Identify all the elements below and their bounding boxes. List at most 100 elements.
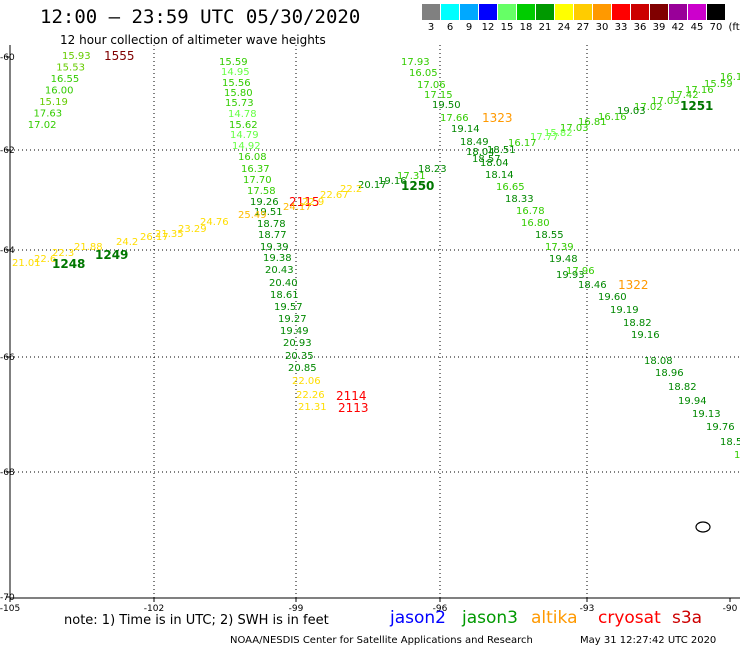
wave-height-value: 14.92: [232, 141, 261, 152]
wave-height-value: 16.1: [720, 72, 740, 83]
wave-height-value: 18.49: [460, 137, 489, 148]
wave-height-value: 17.77: [530, 132, 559, 143]
wave-height-value: 19.16: [378, 176, 407, 187]
track-time-label: 2114: [336, 389, 367, 403]
wave-height-value: 19.50: [432, 100, 461, 111]
wave-height-value: 16.55: [51, 74, 80, 85]
wave-height-value: 18.33: [505, 194, 534, 205]
wave-height-value: 17.16: [685, 85, 714, 96]
lat-label: -64: [0, 246, 15, 256]
scale-label: 15: [500, 22, 514, 33]
wave-height-value: 19.49: [280, 326, 309, 337]
scale-swatch: [669, 4, 687, 20]
wave-height-value: 17.70: [243, 175, 272, 186]
wave-height-value: 17.63: [34, 109, 63, 120]
wave-height-value: 21.35: [155, 229, 184, 240]
lon-label: -90: [723, 604, 738, 614]
wave-height-value: 19.94: [678, 396, 707, 407]
wave-height-value: 16.00: [45, 86, 74, 97]
wave-height-value: 15.62: [229, 120, 258, 131]
scale-label: 6: [446, 22, 454, 33]
scale-label: 42: [671, 22, 685, 33]
wave-height-value: 16.16: [598, 112, 627, 123]
wave-height-value: 17.02: [28, 120, 57, 131]
scale-swatch: [498, 4, 516, 20]
scale-swatch: [422, 4, 440, 20]
wave-height-value: 16.05: [409, 68, 438, 79]
wave-height-value: 18.14: [485, 170, 514, 181]
wave-height-value: 18.46: [578, 280, 607, 291]
wave-height-value: 21.31: [298, 402, 327, 413]
wave-height-value: 15.19: [39, 97, 68, 108]
wave-height-value: 19.16: [631, 330, 660, 341]
scale-label: 21: [538, 22, 552, 33]
wave-height-value: 18.82: [668, 382, 697, 393]
wave-height-value: 19.51: [254, 207, 283, 218]
scale-swatch: [555, 4, 573, 20]
scale-swatch: [479, 4, 497, 20]
wave-height-value: 24.17: [283, 202, 312, 213]
wave-height-value: 18.5: [720, 437, 740, 448]
timestamp: May 31 12:27:42 UTC 2020: [580, 635, 717, 646]
wave-height-value: 17.58: [247, 186, 276, 197]
lat-label: -62: [0, 146, 15, 156]
scale-label: 45: [690, 22, 704, 33]
lat-label: -66: [0, 353, 15, 363]
track-time-label: 2113: [338, 401, 369, 415]
wave-height-value: 18.55: [535, 230, 564, 241]
scale-label: 30: [595, 22, 609, 33]
wave-height-value: 15.59: [219, 57, 248, 68]
scale-label: 33: [614, 22, 628, 33]
scale-label: 39: [652, 22, 666, 33]
wave-height-value: 14.79: [230, 130, 259, 141]
wave-height-value: 17.06: [417, 80, 446, 91]
wave-height-value: 16.17: [508, 138, 537, 149]
wave-height-value: 23.29: [178, 224, 207, 235]
wave-height-value: 19.27: [278, 314, 307, 325]
scale-label: 12: [481, 22, 495, 33]
scale-label: 70: [709, 22, 723, 33]
wave-height-value: 16.37: [241, 164, 270, 175]
wave-height-value: 17.03: [560, 123, 589, 134]
scale-unit: (ft): [728, 22, 740, 33]
wave-height-value: 15.59: [704, 79, 733, 90]
island-outline: [695, 521, 711, 533]
scale-swatch: [707, 4, 725, 20]
scale-swatch: [631, 4, 649, 20]
wave-height-value: 17.93: [401, 57, 430, 68]
wave-height-value: 16.08: [238, 152, 267, 163]
scale-swatch: [536, 4, 554, 20]
wave-height-value: 24.2: [116, 237, 138, 248]
wave-height-value: 22.9: [302, 197, 324, 208]
wave-height-value: 19.39: [260, 242, 289, 253]
wave-height-value: 14.78: [228, 109, 257, 120]
wave-height-value: 17.31: [397, 171, 426, 182]
track-time-label: 1248: [52, 257, 85, 271]
scale-swatch: [574, 4, 592, 20]
scale-swatch: [650, 4, 668, 20]
wave-height-value: 17.03: [651, 96, 680, 107]
wave-height-value: 19.38: [263, 253, 292, 264]
scale-swatch: [612, 4, 630, 20]
page-subtitle: 12 hour collection of altimeter wave hei…: [60, 33, 326, 47]
scale-label: 24: [557, 22, 571, 33]
footnote: note: 1) Time is in UTC; 2) SWH is in fe…: [64, 613, 329, 628]
wave-height-value: 18.23: [418, 164, 447, 175]
wave-height-value: 17.96: [566, 266, 595, 277]
wave-height-value: 20.40: [269, 278, 298, 289]
wave-height-value: 22.67: [320, 190, 349, 201]
wave-height-value: 15.82: [544, 128, 573, 139]
wave-height-value: 15.80: [224, 88, 253, 99]
wave-height-value: 20.85: [288, 363, 317, 374]
track-time-label: 1250: [401, 179, 434, 193]
wave-height-value: 16.80: [521, 218, 550, 229]
wave-height-value: 17.15: [424, 90, 453, 101]
wave-height-value: 14.95: [221, 67, 250, 78]
scale-swatch: [517, 4, 535, 20]
scale-label: 36: [633, 22, 647, 33]
wave-height-value: 17.66: [440, 113, 469, 124]
wave-height-value: 18.77: [258, 230, 287, 241]
wave-height-value: 15.93: [62, 51, 91, 62]
wave-height-value: 19.13: [692, 409, 721, 420]
